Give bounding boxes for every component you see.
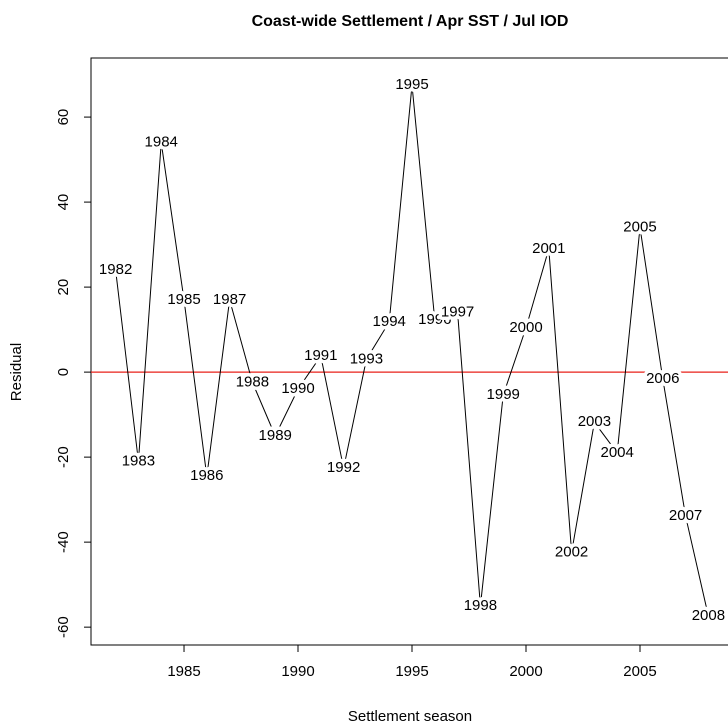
point-label: 1984 [145, 134, 178, 151]
plot-frame [90, 57, 728, 646]
point-label: 2006 [646, 370, 679, 387]
point-label: 1983 [122, 452, 155, 469]
point-label: 1999 [487, 386, 520, 403]
point-label: 2002 [555, 543, 588, 560]
x-tick-label: 1995 [395, 663, 428, 680]
point-label: 1998 [464, 597, 497, 614]
x-axis-label: Settlement season [348, 708, 472, 725]
point-label: 1991 [304, 347, 337, 364]
y-tick-label: 0 [55, 368, 72, 376]
point-label: 2008 [692, 607, 725, 624]
point-label: 2007 [669, 507, 702, 524]
point-label: 1988 [236, 373, 269, 390]
point-label: 1985 [167, 291, 200, 308]
y-tick-label: 20 [55, 279, 72, 296]
y-tick-label: 60 [55, 109, 72, 126]
point-label: 1982 [99, 261, 132, 278]
chart-title: Coast-wide Settlement / Apr SST / Jul IO… [252, 13, 569, 30]
point-label: 1987 [213, 291, 246, 308]
y-tick-label: -20 [55, 446, 72, 468]
point-label: 1986 [190, 467, 223, 484]
x-tick-label: 1990 [281, 663, 314, 680]
point-label: 2003 [578, 413, 611, 430]
point-label: 1990 [281, 380, 314, 397]
point-label: 1994 [373, 313, 406, 330]
y-tick-label: 40 [55, 194, 72, 211]
data-line [115, 85, 709, 617]
point-label: 2005 [623, 219, 656, 236]
point-label: 1996 [418, 311, 451, 328]
point-label: 1989 [259, 427, 292, 444]
x-tick-label: 1985 [167, 663, 200, 680]
x-tick-label: 2000 [509, 663, 542, 680]
point-label: 1993 [350, 350, 383, 367]
y-axis-label: Residual [8, 343, 25, 401]
y-tick-label: -60 [55, 616, 72, 638]
point-label: 2000 [509, 319, 542, 336]
point-label: 1995 [395, 76, 428, 93]
point-label: 2004 [601, 444, 634, 461]
x-tick-label: 2005 [623, 663, 656, 680]
point-label: 1992 [327, 459, 360, 476]
point-label: 1997 [441, 304, 474, 321]
y-tick-label: -40 [55, 531, 72, 553]
point-label: 2001 [532, 240, 565, 257]
